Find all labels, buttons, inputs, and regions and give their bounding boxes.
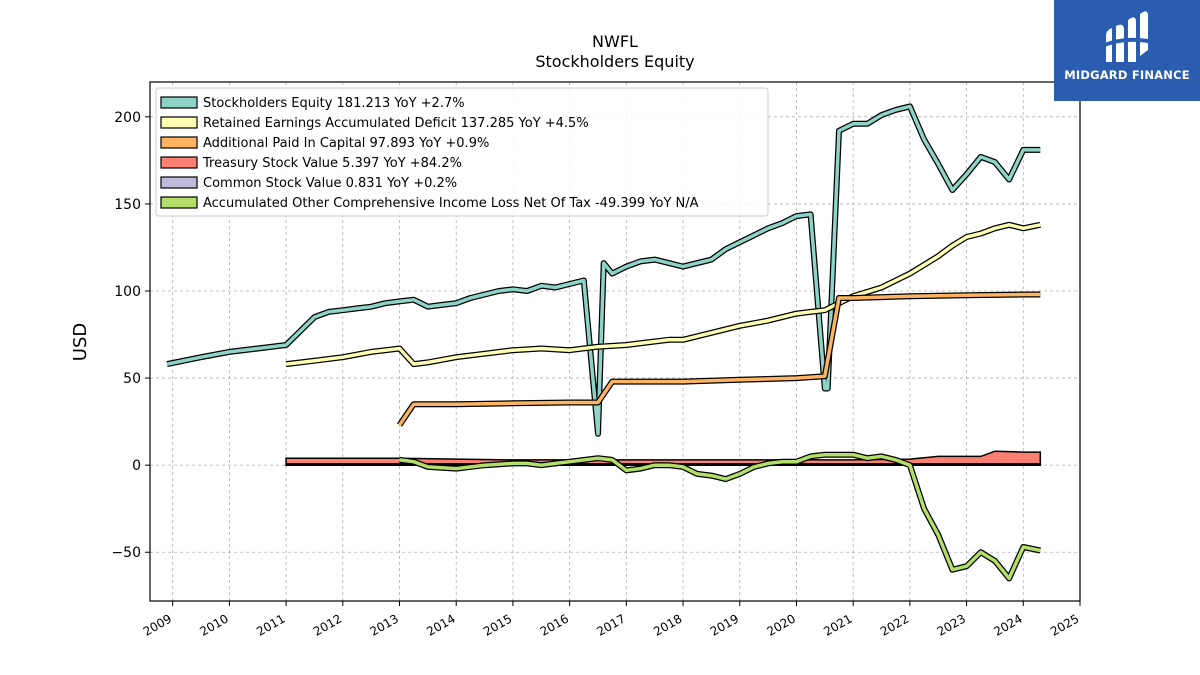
y-tick-label: 150 xyxy=(114,197,141,213)
y-tick-label: 100 xyxy=(114,284,141,300)
y-tick-label: −50 xyxy=(111,545,141,561)
series-line-outline xyxy=(399,451,1041,582)
x-tick-label: 2024 xyxy=(991,611,1024,638)
chart-subtitle: Stockholders Equity xyxy=(535,52,694,71)
legend-swatch xyxy=(160,176,198,189)
x-tick-label: 2013 xyxy=(368,611,401,638)
legend-swatch xyxy=(160,156,198,169)
legend-swatch xyxy=(160,116,198,129)
series-line-outline xyxy=(397,291,1041,427)
x-tick-label: 2019 xyxy=(708,611,741,638)
x-tick-label: 2018 xyxy=(651,611,684,638)
x-tick-label: 2012 xyxy=(311,611,344,638)
y-axis-label: USD xyxy=(70,323,91,361)
legend-label: Stockholders Equity 181.213 YoY +2.7% xyxy=(203,96,465,111)
series-lines xyxy=(166,103,1041,582)
legend-swatch xyxy=(160,96,198,109)
series-line xyxy=(399,452,1041,581)
brand-mark-icon xyxy=(1102,11,1152,63)
legend-label: Treasury Stock Value 5.397 YoY +84.2% xyxy=(202,156,462,171)
x-tick-label: 2021 xyxy=(821,611,854,638)
x-axis: 2009 2010 2011 2012 2013 2014 2015 2016 2017 2018… xyxy=(141,601,1082,639)
chart-title: NWFL xyxy=(592,32,638,51)
series-line xyxy=(398,292,1041,427)
x-tick-label: 2010 xyxy=(197,611,230,638)
y-tick-label: 50 xyxy=(123,371,141,387)
x-tick-label: 2015 xyxy=(481,611,514,638)
plot-frame xyxy=(149,81,1081,602)
x-tick-label: 2025 xyxy=(1048,611,1081,638)
legend-label: Accumulated Other Comprehensive Income L… xyxy=(203,196,699,211)
legend: Stockholders Equity 181.213 YoY +2.7% Ret… xyxy=(155,87,769,217)
x-tick-label: 2017 xyxy=(594,611,627,638)
y-tick-label: 200 xyxy=(114,110,141,126)
legend-swatch xyxy=(160,196,198,209)
brand-name: MIDGARD FINANCE xyxy=(1064,68,1190,82)
x-tick-label: 2009 xyxy=(141,611,174,638)
series-area xyxy=(285,450,1042,466)
legend-label: Common Stock Value 0.831 YoY +0.2% xyxy=(203,176,457,191)
x-tick-label: 2011 xyxy=(254,611,287,638)
x-tick-label: 2014 xyxy=(424,611,457,638)
x-tick-label: 2016 xyxy=(538,611,571,638)
y-axis: −50 0 50 100 150 200 xyxy=(111,110,150,561)
legend-label: Retained Earnings Accumulated Deficit 13… xyxy=(203,116,589,131)
series-line xyxy=(166,104,1041,436)
x-tick-label: 2022 xyxy=(878,611,911,638)
legend-box xyxy=(155,87,769,217)
x-tick-label: 2020 xyxy=(765,611,798,638)
x-tick-label: 2023 xyxy=(935,611,968,638)
legend-swatch xyxy=(160,136,198,149)
series-line xyxy=(285,223,1041,366)
legend-label: Additional Paid In Capital 97.893 YoY +0… xyxy=(203,136,489,151)
y-tick-label: 0 xyxy=(132,458,141,474)
brand-logo: MIDGARD FINANCE xyxy=(1054,0,1200,101)
